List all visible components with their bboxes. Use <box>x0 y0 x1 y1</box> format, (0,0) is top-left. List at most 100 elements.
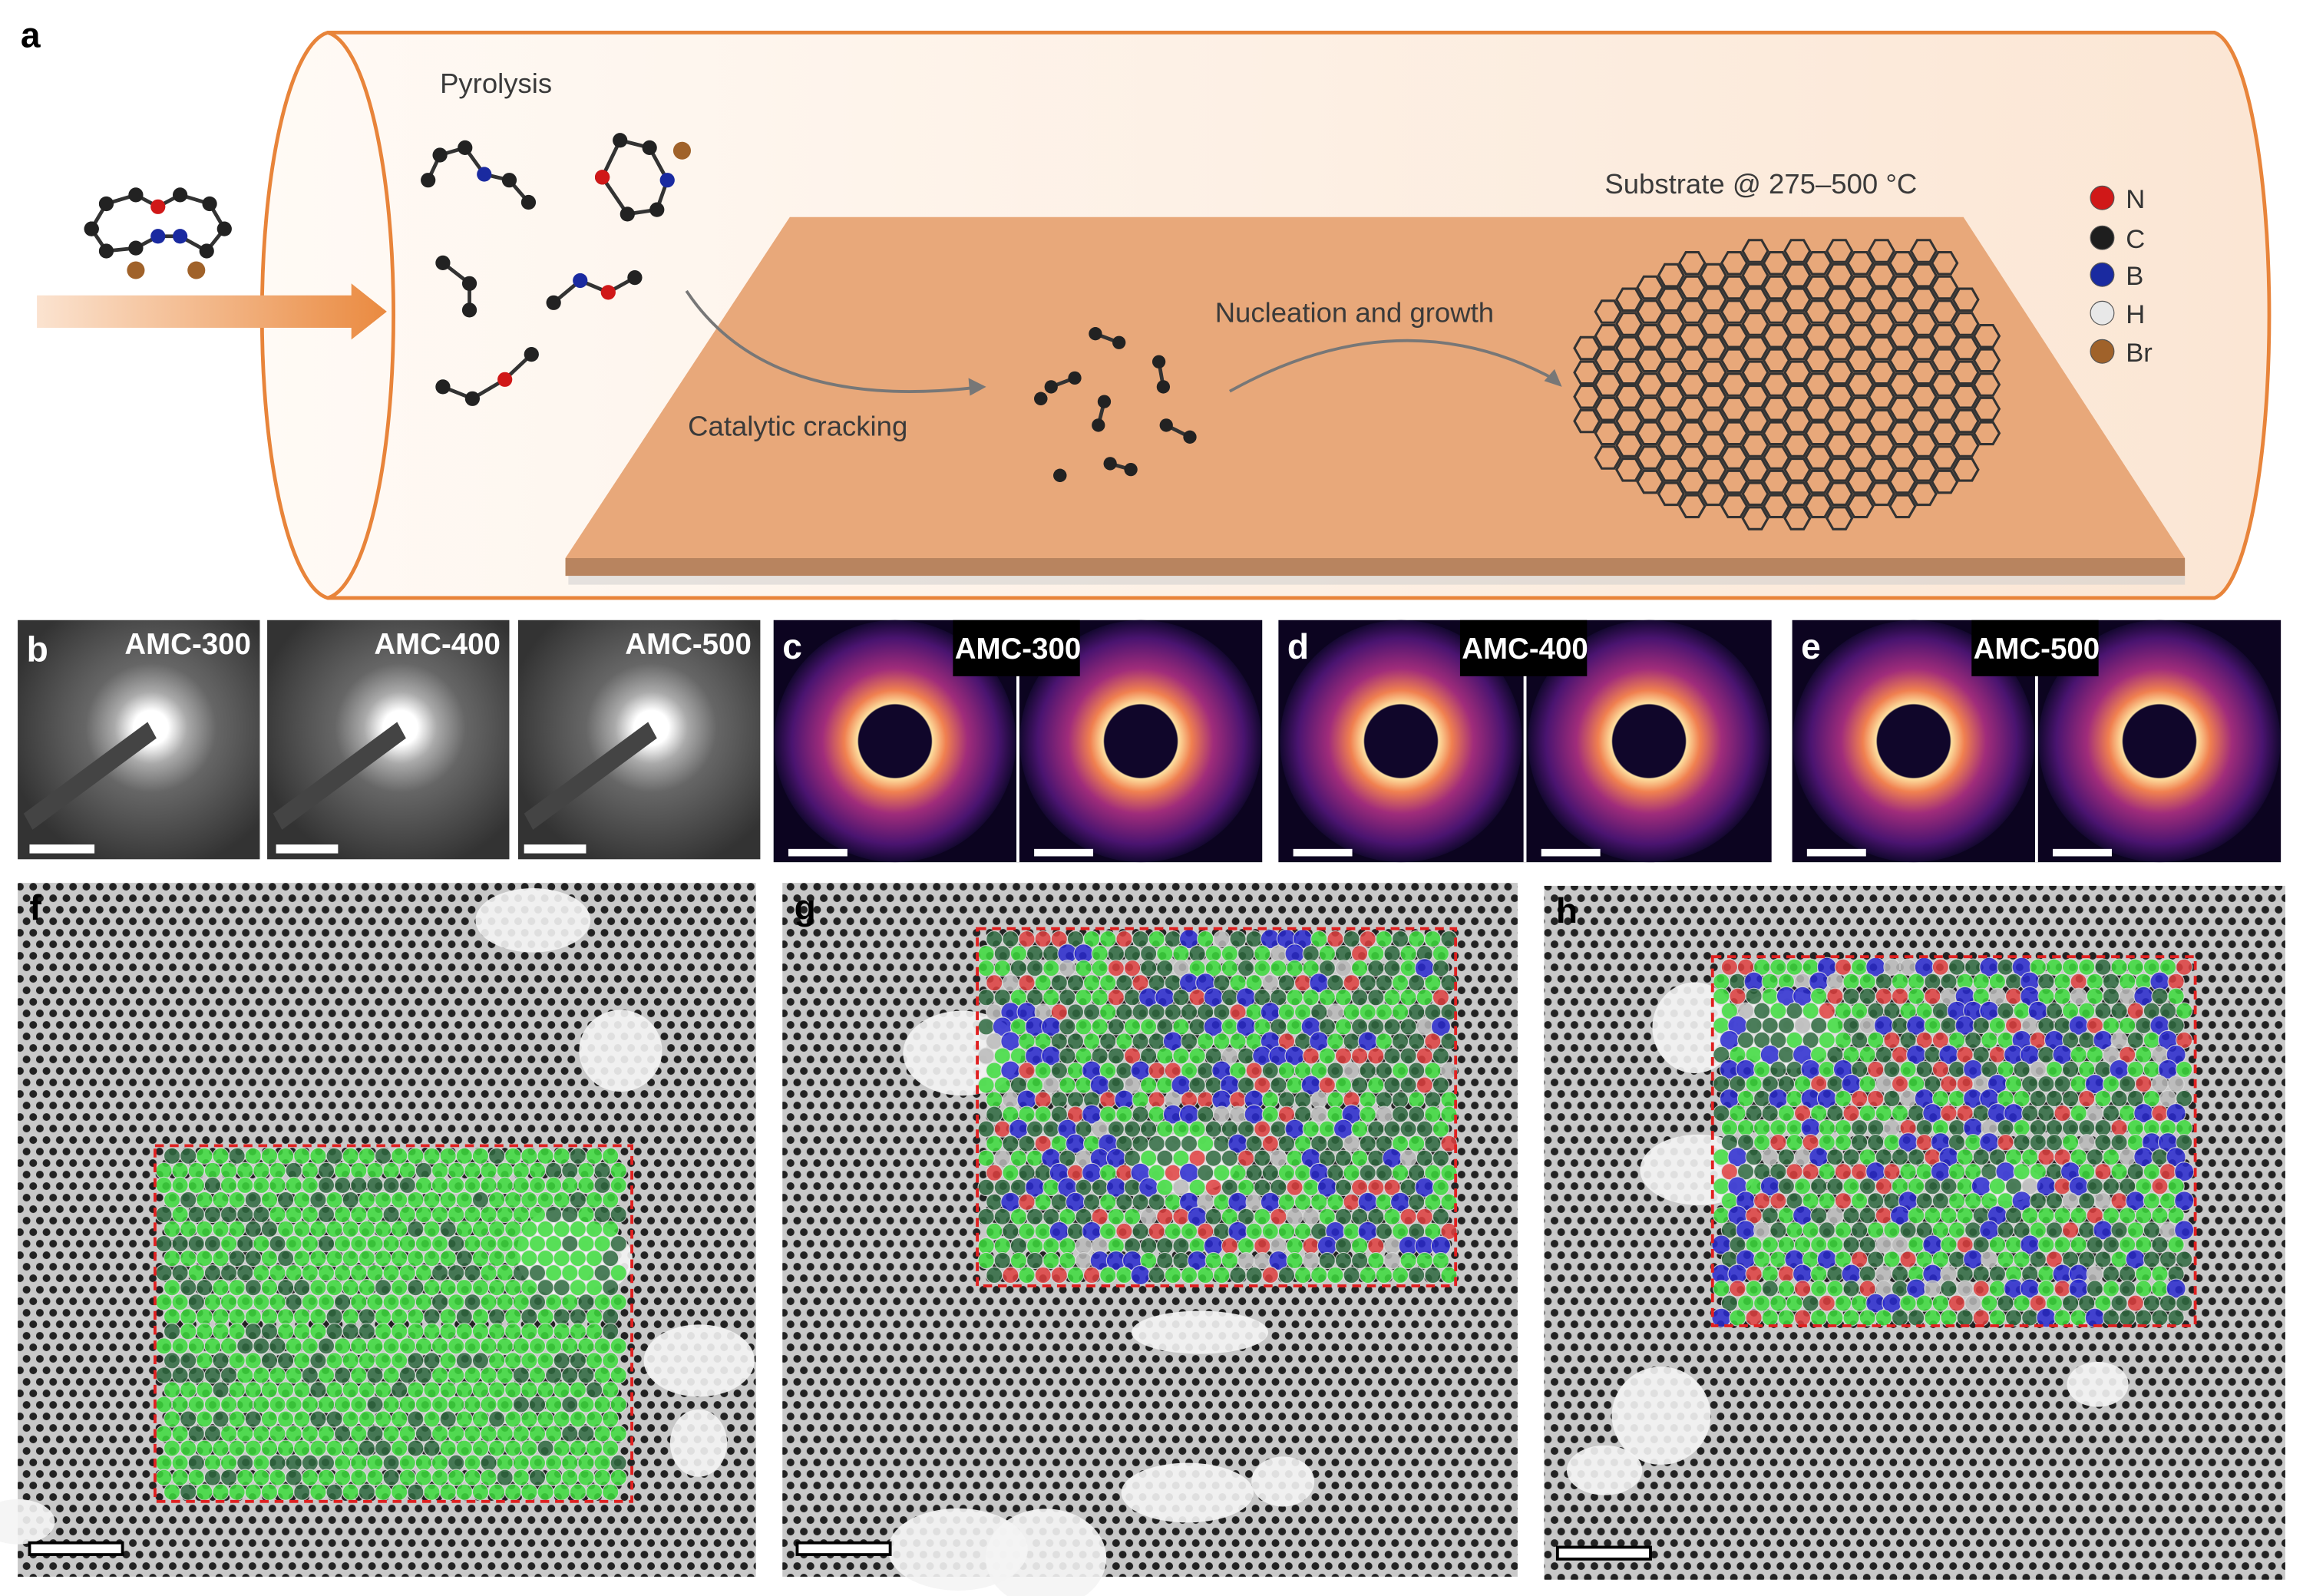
hexagon-ring <box>212 1381 230 1399</box>
carbon-ring <box>1804 445 1832 470</box>
hexagon-ring <box>317 1454 335 1472</box>
hexagon-ring <box>986 1062 1003 1079</box>
legend-label: N <box>2126 185 2145 214</box>
carbon-ring <box>1615 360 1644 385</box>
hexagon-ring <box>366 1161 384 1180</box>
hexagon-ring <box>1777 1178 1796 1195</box>
hexagon-ring <box>1416 1149 1433 1167</box>
hexagon-ring <box>2102 1104 2120 1122</box>
hexagon-ring <box>382 1469 400 1486</box>
hexagon-ring <box>1761 1265 1779 1283</box>
hexagon-ring <box>2045 1002 2063 1019</box>
hexagon-ring <box>187 1469 205 1486</box>
hexagon-ring <box>1115 1266 1133 1284</box>
bromine-atom <box>127 261 145 279</box>
hexagon-ring <box>309 1439 327 1457</box>
hexagon-ring <box>1277 1193 1296 1211</box>
hexagon-ring <box>1123 989 1142 1006</box>
hexagon-ring <box>448 1294 465 1311</box>
fragment-molecule <box>421 140 537 210</box>
carbon-ring <box>1657 312 1686 336</box>
hexagon-ring <box>1826 1148 1844 1166</box>
carbon-ring <box>1741 506 1769 530</box>
hexagon-ring <box>293 1220 311 1238</box>
hexagon-ring <box>244 1439 262 1457</box>
hexagon-ring <box>260 1191 279 1209</box>
unassigned-area <box>1343 1135 1360 1152</box>
carbon-ring <box>1762 323 1791 349</box>
hexagon-ring <box>1948 1119 1966 1137</box>
unassigned-area <box>2094 1192 2112 1210</box>
carbon-ring <box>1909 481 1938 507</box>
hexagon-ring <box>1786 1119 1803 1137</box>
hexagon-ring <box>1343 930 1360 948</box>
hexagon-ring <box>423 1410 441 1428</box>
hexagon-ring <box>2110 1251 2128 1268</box>
hexagon-ring <box>448 1337 465 1355</box>
pentagon-ring <box>1148 1062 1165 1079</box>
hexagon-ring <box>1753 1133 1771 1152</box>
hexagon-ring <box>1867 1031 1885 1049</box>
hexagon-ring <box>1132 1003 1149 1021</box>
hexagon-ring <box>317 1294 335 1311</box>
hexagon-ring <box>2151 1280 2169 1297</box>
hexagon-ring <box>1343 1164 1360 1181</box>
hexagon-ring <box>391 1439 408 1457</box>
hexagon-ring <box>228 1147 246 1165</box>
hexagon-ring <box>350 1337 368 1355</box>
hexagon-ring <box>301 1396 319 1413</box>
carbon-ring <box>1573 335 1601 361</box>
hexagon-ring <box>285 1337 302 1355</box>
hexagon-ring <box>1850 1192 1869 1210</box>
hexagon-ring <box>1156 1047 1174 1065</box>
hexagon-ring <box>244 1249 262 1267</box>
pentagon-ring <box>1229 1091 1247 1109</box>
hexagon-ring <box>545 1205 563 1224</box>
hexagon-ring <box>1729 1309 1746 1327</box>
carbon-ring <box>1826 263 1854 288</box>
hexagon-ring <box>1302 989 1320 1006</box>
pentagon-ring <box>2070 973 2087 990</box>
heptagon-ring <box>2166 1103 2186 1124</box>
unassigned-area <box>1793 1148 1812 1166</box>
panel-f: f <box>0 883 756 1577</box>
carbon-ring <box>1867 385 1896 409</box>
hexagon-ring <box>398 1234 416 1253</box>
hexagon-ring <box>528 1396 547 1413</box>
hexagon-ring <box>2070 1309 2087 1327</box>
hexagon-ring <box>528 1454 547 1472</box>
hexagon-ring <box>2119 1265 2136 1283</box>
hexagon-ring <box>366 1337 384 1355</box>
carbon-ring <box>1678 469 1707 494</box>
hexagon-ring <box>537 1381 554 1399</box>
hexagon-ring <box>1931 1192 1950 1210</box>
hexagon-ring <box>504 1483 522 1501</box>
hexagon-ring <box>1859 973 1876 990</box>
carbon-ring <box>1741 360 1769 385</box>
hexagon-ring <box>455 1249 473 1267</box>
hexagon-ring <box>350 1425 368 1442</box>
carbon-ring <box>1615 408 1644 434</box>
hexagon-ring <box>602 1308 620 1326</box>
hexagon-ring <box>1432 1047 1450 1065</box>
hexagon-ring <box>1810 1265 1828 1283</box>
hexagon-ring <box>1745 1148 1763 1166</box>
hexagon-ring <box>407 1323 425 1340</box>
hexagon-ring <box>1327 974 1344 992</box>
hexagon-ring <box>1050 1062 1068 1079</box>
carbon-ring <box>1826 287 1854 312</box>
hexagon-ring <box>1399 1018 1417 1036</box>
hexagon-ring <box>2013 1294 2030 1312</box>
carbon-ring <box>1594 348 1622 373</box>
hexagon-ring <box>1424 930 1442 948</box>
hexagon-ring <box>293 1352 311 1370</box>
hexagon-ring <box>2159 1294 2177 1312</box>
hexagon-ring <box>1761 1207 1779 1224</box>
hexagon-ring <box>2102 987 2120 1005</box>
hexagon-ring <box>553 1352 570 1370</box>
hexagon-ring <box>1826 1265 1844 1283</box>
hexagon-ring <box>1042 989 1060 1006</box>
hexagon-ring <box>1988 1236 2007 1254</box>
pentagon-ring <box>1115 930 1133 948</box>
hexagon-ring <box>1777 1104 1796 1122</box>
